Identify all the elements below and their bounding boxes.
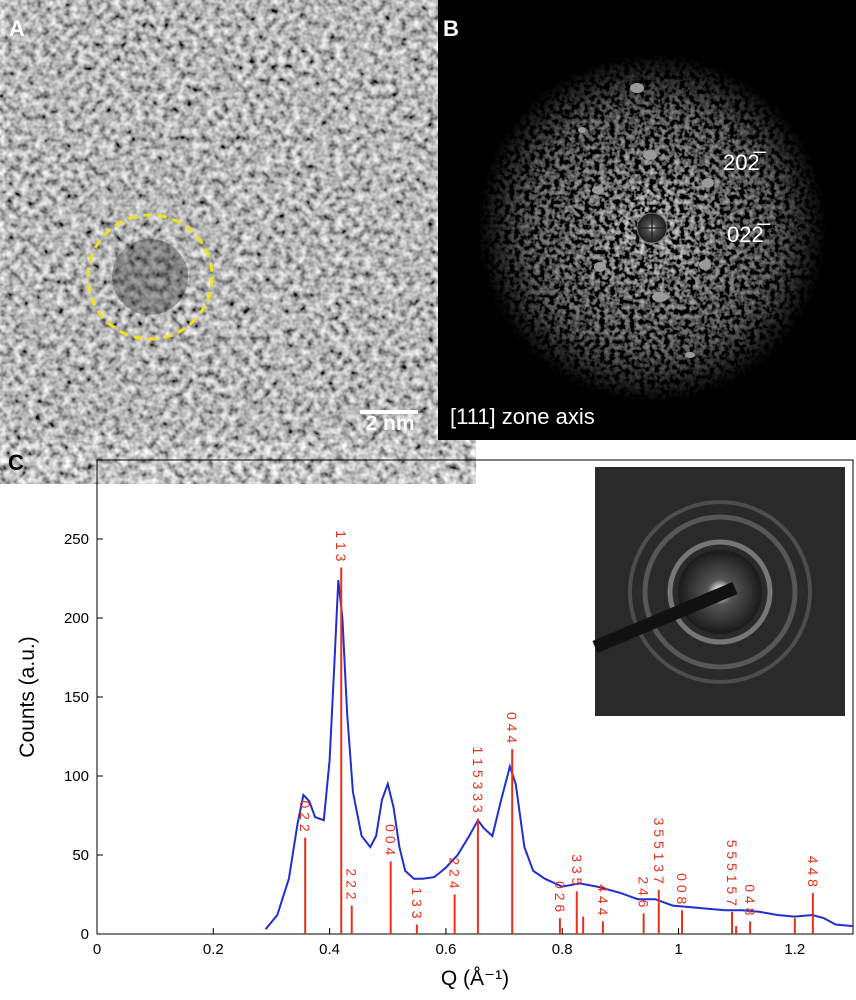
x-tick-label: 0.2 <box>203 941 224 958</box>
x-axis-label: Q (Å⁻¹) <box>441 967 509 990</box>
peak-label: 0 0 4 <box>383 824 399 855</box>
y-tick-label: 250 <box>64 531 89 548</box>
peak-label: 0 0 8 <box>674 873 690 904</box>
x-tick-label: 0.6 <box>435 941 456 958</box>
intensity-curve <box>264 579 854 930</box>
x-tick-label: 0.4 <box>319 941 340 958</box>
panel-label: C <box>8 450 24 475</box>
y-tick-label: 50 <box>72 847 89 864</box>
y-tick-label: 200 <box>64 610 89 627</box>
beam-stop <box>592 582 738 653</box>
x-tick-label: 0.8 <box>552 941 573 958</box>
peak-label: 3 5 5 1 3 7 <box>651 818 667 884</box>
zone-axis-label: [111] zone axis <box>450 404 595 429</box>
fft-spots <box>578 83 714 358</box>
y-axis-label: Counts (a.u.) <box>16 636 39 757</box>
peak-label: 4 4 8 <box>805 856 821 887</box>
spot-label: 202̅ <box>723 150 767 175</box>
peak-label: 3 3 5 <box>569 854 585 885</box>
y-tick-label: 100 <box>64 768 89 785</box>
peak-label: 2 4 6 <box>636 876 652 907</box>
peak-label: 0 2 2 <box>297 800 313 831</box>
peak-label: 1 3 3 <box>409 887 425 918</box>
peak-label: 2 2 4 <box>447 857 463 888</box>
peak-label: 2 2 2 <box>344 868 360 899</box>
peak-label: 0 2 6 <box>552 881 568 912</box>
spot-label: 022̅ <box>727 222 771 247</box>
peak-label: 5 5 5 1 5 7 <box>724 840 740 906</box>
nanocrystal <box>112 239 188 315</box>
peak-label: 4 4 4 <box>595 884 611 915</box>
highlight-circle <box>86 213 214 341</box>
panel-label: A <box>9 16 25 41</box>
x-tick-label: 1.2 <box>784 941 805 958</box>
peak-label: 0 4 4 <box>504 712 520 743</box>
fft-cross <box>638 214 666 242</box>
peak-label: 1 1 3 <box>333 530 349 561</box>
y-tick-label: 150 <box>64 689 89 706</box>
panel-label: B <box>443 16 459 41</box>
scale-label: 2 nm <box>365 412 414 435</box>
x-tick-label: 0 <box>93 941 101 958</box>
peak-label: 1 1 5 3 3 3 <box>470 746 486 812</box>
diffraction-inset <box>592 467 845 716</box>
x-tick-label: 1 <box>674 941 682 958</box>
tem-texture <box>5 0 433 440</box>
peak-label: 0 4 8 <box>742 884 758 915</box>
y-tick-label: 0 <box>81 926 89 943</box>
